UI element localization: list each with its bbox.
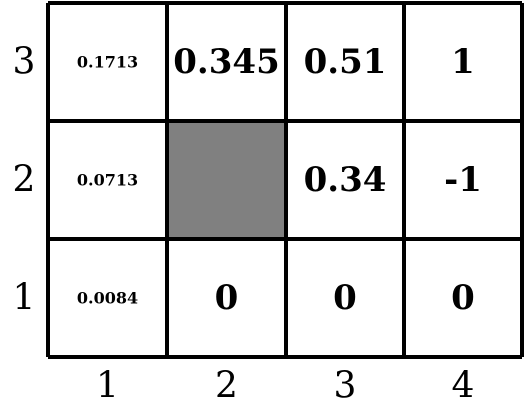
grid-cell-2-1: [167, 239, 286, 357]
grid-cell-4-3: [404, 3, 522, 121]
cell-value-3-1: 0: [333, 278, 357, 318]
grid-cell-1-3: [48, 3, 167, 121]
y-axis-tick-label: 3: [13, 42, 36, 83]
cell-value-1-1: 0.0084: [77, 289, 138, 308]
cell-value-3-3: 0.51: [304, 42, 387, 82]
cell-value-4-3: 1: [451, 42, 475, 82]
grid-cell-4-1: [404, 239, 522, 357]
cell-value-2-3: 0.345: [173, 42, 279, 82]
cell-value-4-2: -1: [444, 160, 482, 200]
cells-layer: [48, 3, 522, 357]
grid-cell-3-3: [286, 3, 404, 121]
grid-cell-2-3: [167, 3, 286, 121]
axis-labels: 1 2 3 4 3 2 1: [13, 42, 475, 407]
cell-value-1-3: 0.1713: [77, 53, 138, 72]
y-axis-tick-label: 2: [13, 160, 36, 201]
grid-lines: [46, 1, 524, 359]
cell-value-2-1: 0: [215, 278, 239, 318]
grid-cell-3-2: [286, 121, 404, 239]
x-axis-tick-label: 1: [96, 366, 119, 407]
y-axis-tick-label: 1: [13, 278, 36, 319]
grid-cell-1-2: [48, 121, 167, 239]
grid-cell-3-1: [286, 239, 404, 357]
cell-values: 0.1713 0.345 0.51 1 0.0713 0.34 -1 0.0084 0 0 0: [77, 42, 482, 318]
cell-value-3-2: 0.34: [304, 160, 387, 200]
cell-value-4-1: 0: [451, 278, 475, 318]
x-axis-tick-label: 2: [215, 366, 238, 407]
x-axis-tick-label: 3: [334, 366, 357, 407]
x-axis-tick-label: 4: [452, 366, 475, 407]
cell-value-1-2: 0.0713: [77, 171, 138, 190]
blocked-cell: [167, 121, 286, 239]
grid-cell-1-1: [48, 239, 167, 357]
grid-cell-4-2: [404, 121, 522, 239]
